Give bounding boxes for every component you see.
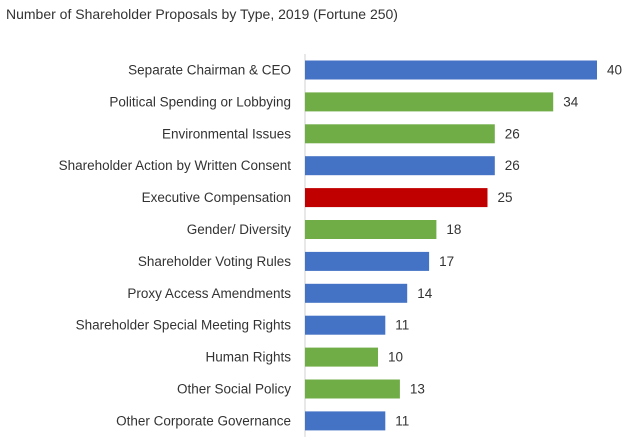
category-label: Environmental Issues (162, 126, 291, 141)
bar (305, 379, 400, 399)
bar (305, 156, 495, 176)
bar (305, 188, 488, 208)
category-label: Gender/ Diversity (187, 222, 292, 237)
data-label: 25 (498, 190, 513, 205)
category-label: Proxy Access Amendments (127, 286, 291, 301)
data-label: 11 (395, 413, 409, 428)
category-label: Executive Compensation (142, 190, 291, 205)
bar (305, 347, 378, 367)
category-label: Shareholder Voting Rules (138, 254, 291, 269)
data-label: 17 (439, 254, 454, 269)
category-label: Human Rights (205, 350, 291, 365)
data-label: 34 (563, 94, 579, 109)
category-label: Other Social Policy (177, 382, 291, 397)
bar (305, 92, 554, 112)
data-label: 14 (417, 286, 433, 301)
bar (305, 283, 408, 303)
bar (305, 60, 597, 80)
category-label: Political Spending or Lobbying (109, 94, 291, 109)
bar (305, 411, 386, 431)
data-label: 26 (505, 158, 520, 173)
chart-title: Number of Shareholder Proposals by Type,… (6, 6, 398, 22)
data-label: 18 (446, 222, 461, 237)
bar (305, 124, 495, 144)
data-label: 26 (505, 126, 520, 141)
category-label: Separate Chairman & CEO (128, 63, 291, 78)
category-label: Shareholder Action by Written Consent (59, 158, 292, 173)
data-label: 40 (607, 63, 622, 78)
data-label: 10 (388, 350, 403, 365)
bar (305, 220, 437, 239)
data-label: 11 (395, 318, 409, 333)
category-label: Other Corporate Governance (116, 413, 291, 428)
bar (305, 251, 430, 271)
category-label: Shareholder Special Meeting Rights (76, 318, 292, 333)
data-label: 13 (410, 382, 425, 397)
bar (305, 315, 386, 335)
